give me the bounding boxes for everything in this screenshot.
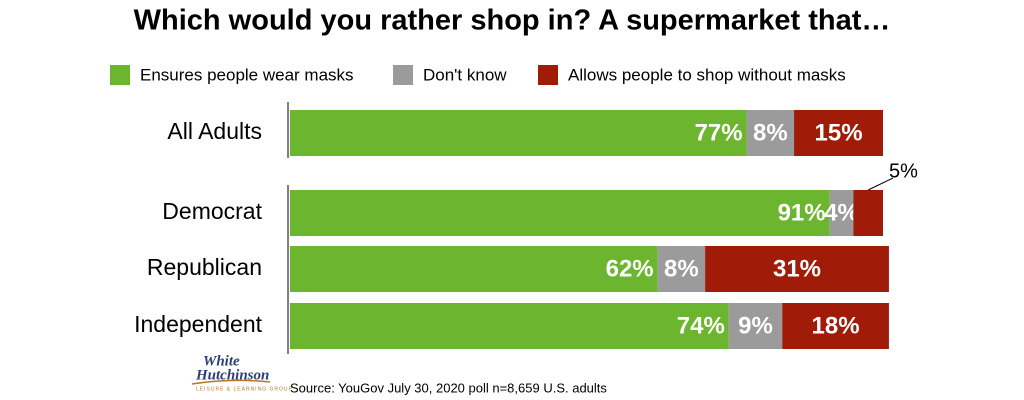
logo-text: Hutchinson xyxy=(195,367,269,383)
legend-swatch xyxy=(538,65,558,85)
bar-segment xyxy=(728,303,783,349)
bar-segment xyxy=(290,190,830,236)
bar-segment xyxy=(290,110,747,156)
value-label: 31% xyxy=(773,255,821,282)
legend-swatch xyxy=(110,65,130,85)
value-label: 74% xyxy=(677,312,725,339)
logo-text: White xyxy=(203,353,240,369)
bar-segment xyxy=(290,303,729,349)
category-label: Republican xyxy=(147,254,262,280)
bar-segment xyxy=(746,110,795,156)
bar-segment xyxy=(829,190,854,236)
value-label: 62% xyxy=(606,255,654,282)
logo: White Hutchinson LEISURE & LEARNING GROU… xyxy=(191,353,293,392)
value-label: 18% xyxy=(812,312,860,339)
legend-label: Allows people to shop without masks xyxy=(568,65,846,84)
value-label: 8% xyxy=(664,255,699,282)
bar-segment xyxy=(705,246,889,292)
legend-swatch xyxy=(393,65,413,85)
logo-text: LEISURE & LEARNING GROUP xyxy=(196,386,293,392)
category-label: Independent xyxy=(134,311,263,337)
value-label: 5% xyxy=(889,160,918,182)
legend-label: Ensures people wear masks xyxy=(140,65,354,84)
value-label: 77% xyxy=(695,119,743,146)
bar-segment xyxy=(782,303,889,349)
category-label: Democrat xyxy=(162,198,262,224)
value-label: 4% xyxy=(824,199,859,226)
value-label: 15% xyxy=(815,119,863,146)
value-label: 91% xyxy=(778,199,826,226)
source: Source: YouGov July 30, 2020 poll n=8,65… xyxy=(290,380,607,395)
value-label: 9% xyxy=(738,312,773,339)
value-label: 8% xyxy=(753,119,788,146)
bar-segment xyxy=(794,110,883,156)
legend-label: Don't know xyxy=(423,65,507,84)
bar-segment xyxy=(290,246,658,292)
logo-swoosh xyxy=(191,379,271,385)
bar-segment xyxy=(657,246,706,292)
chart-title: Which would you rather shop in? A superm… xyxy=(134,5,891,37)
leader-line xyxy=(867,177,894,191)
category-label: All Adults xyxy=(167,118,262,144)
bar-segment xyxy=(853,190,883,236)
